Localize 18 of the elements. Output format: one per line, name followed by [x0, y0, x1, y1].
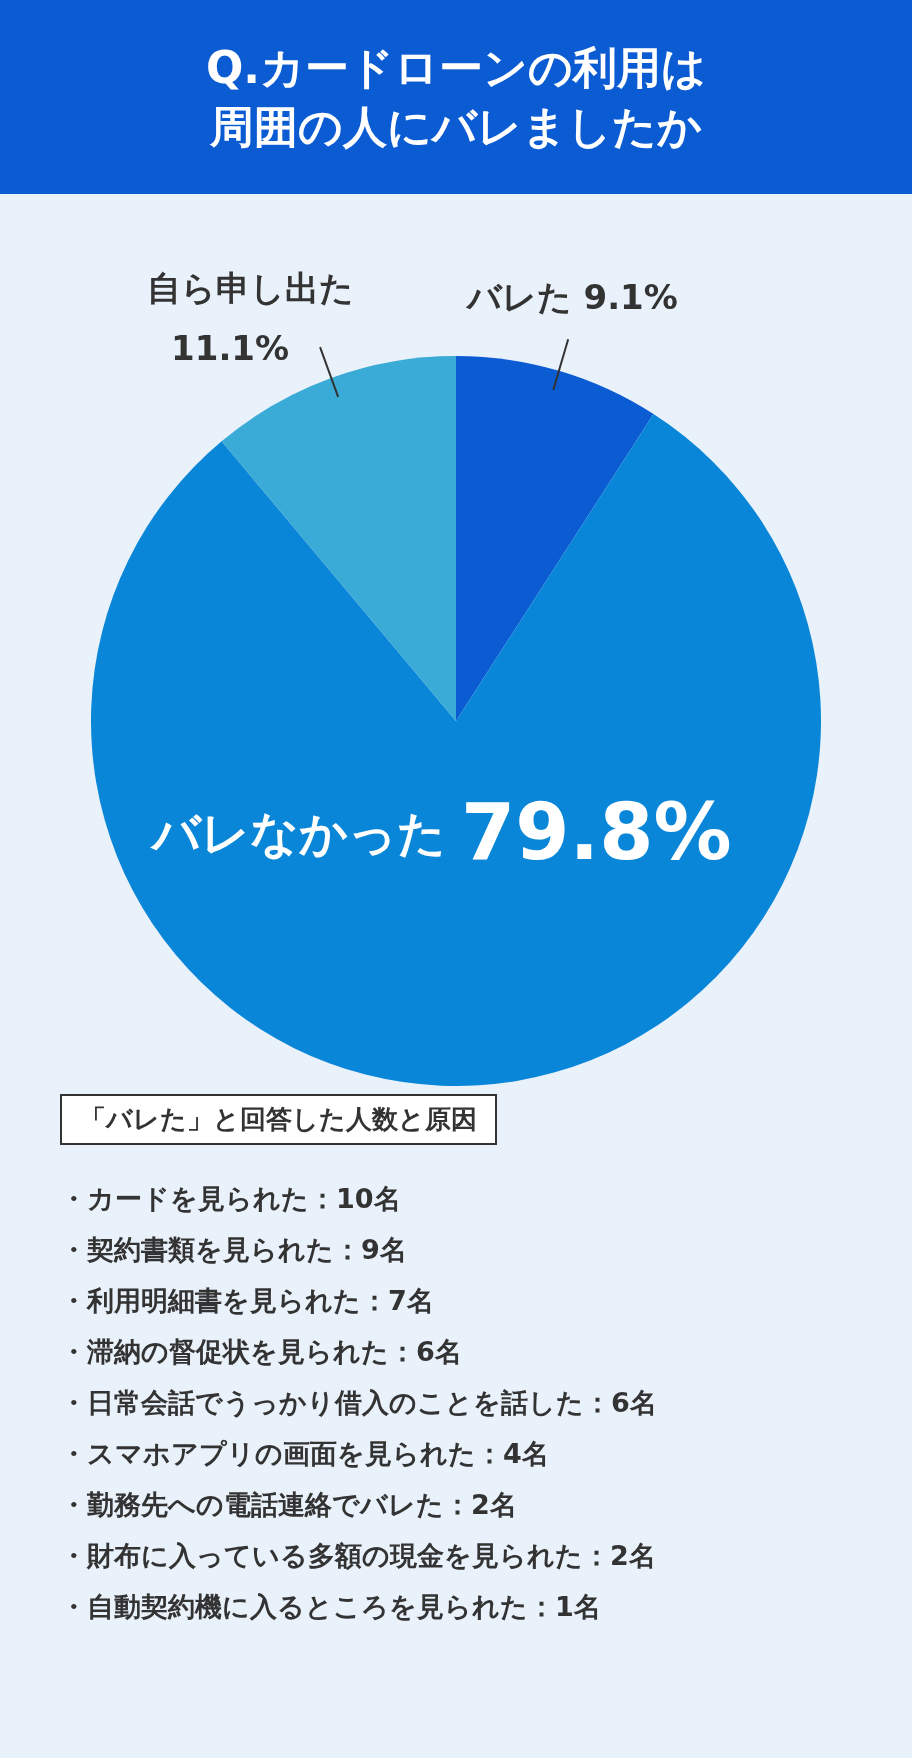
text: ・契約書類を見られた：9名: [60, 1233, 408, 1267]
pie-slice: [456, 356, 654, 721]
text: ・スマホアプリの画面を見られた：4名: [60, 1437, 550, 1471]
text: ・カードを見られた：10名: [60, 1182, 402, 1216]
data-label: 11.1%: [171, 328, 290, 369]
pie-slice: [91, 414, 821, 1086]
text: ・日常会話でうっかり借入のことを話した：6名: [60, 1386, 658, 1420]
text: ・財布に入っている多額の現金を見られた：2名: [60, 1539, 657, 1573]
data-label: 79.8%: [461, 787, 732, 877]
text: ・勤務先への電話連絡でバレた：2名: [60, 1488, 518, 1522]
text: ・自動契約機に入るところを見られた：1名: [60, 1590, 602, 1624]
text: ・利用明細書を見られた：7名: [60, 1284, 435, 1318]
text: ・滞納の督促状を見られた：6名: [60, 1335, 463, 1369]
chart-title: Q.カードローンの利用は周囲の人にバレましたか: [204, 40, 708, 154]
text: 「バレた」と回答した人数と原因: [60, 1094, 497, 1145]
slice-label: バレた 9.1%: [464, 277, 678, 318]
slice-label: 自ら申し出た: [146, 268, 354, 309]
slice-label: バレなかった: [150, 805, 446, 861]
